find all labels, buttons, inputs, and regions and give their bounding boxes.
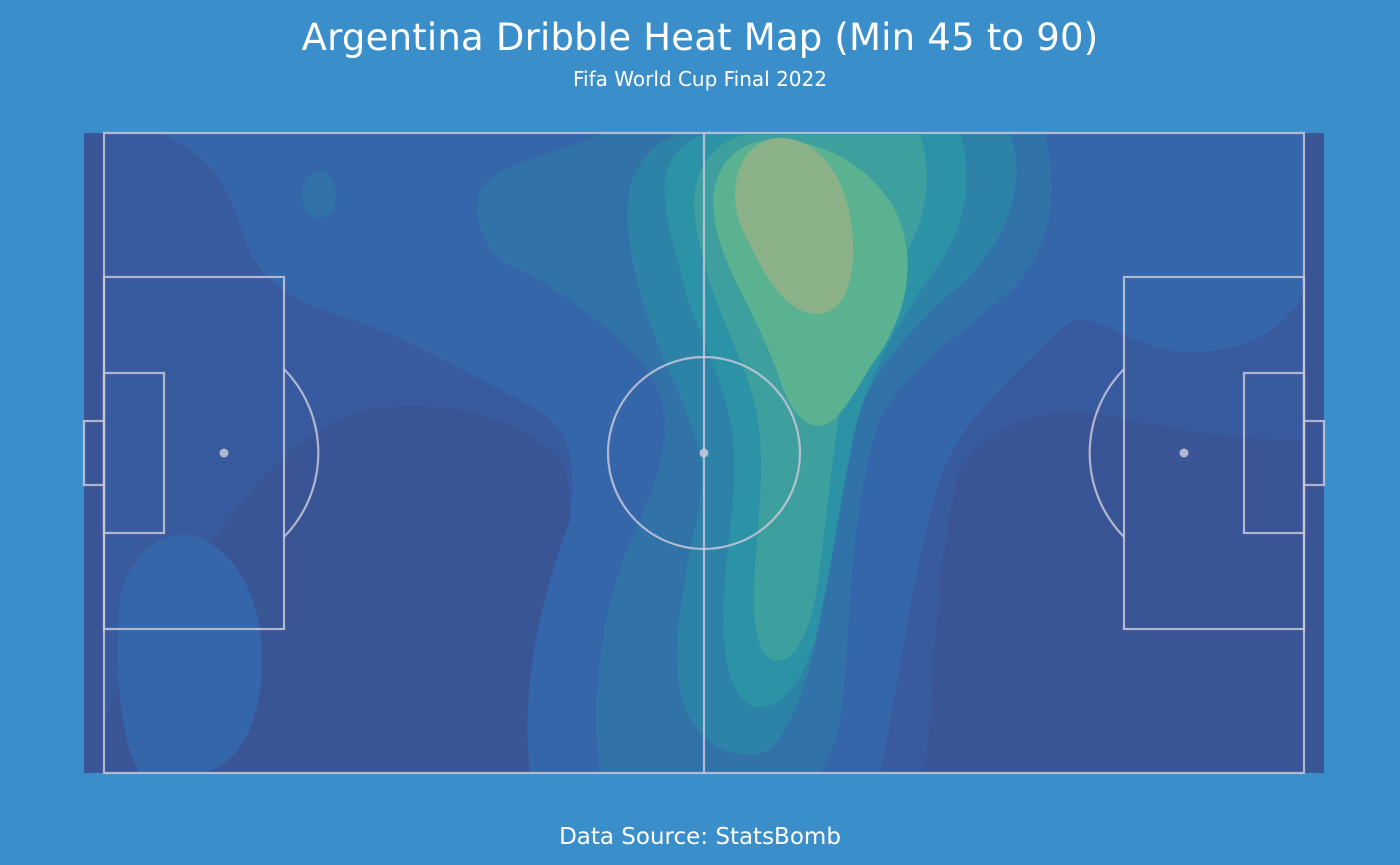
left-penalty-arc: [283, 368, 320, 538]
right-penalty-arc: [1088, 368, 1125, 538]
data-source-caption: Data Source: StatsBomb: [559, 824, 841, 850]
centre-circle: [606, 355, 802, 551]
left-penalty-spot: [219, 448, 229, 458]
centre-spot: [699, 448, 709, 458]
chart-title: Argentina Dribble Heat Map (Min 45 to 90…: [301, 16, 1099, 59]
left-goal: [82, 419, 106, 487]
pitch-lines: [82, 131, 1326, 775]
density-level-3-blob: [302, 172, 336, 218]
pitch-spots: [219, 448, 1189, 458]
right-penalty-spot: [1179, 448, 1189, 458]
density-level-8-peak: [735, 138, 854, 315]
right-goal: [1302, 419, 1326, 487]
density-level-2-blob: [117, 534, 262, 773]
chart-subtitle: Fifa World Cup Final 2022: [573, 67, 827, 91]
